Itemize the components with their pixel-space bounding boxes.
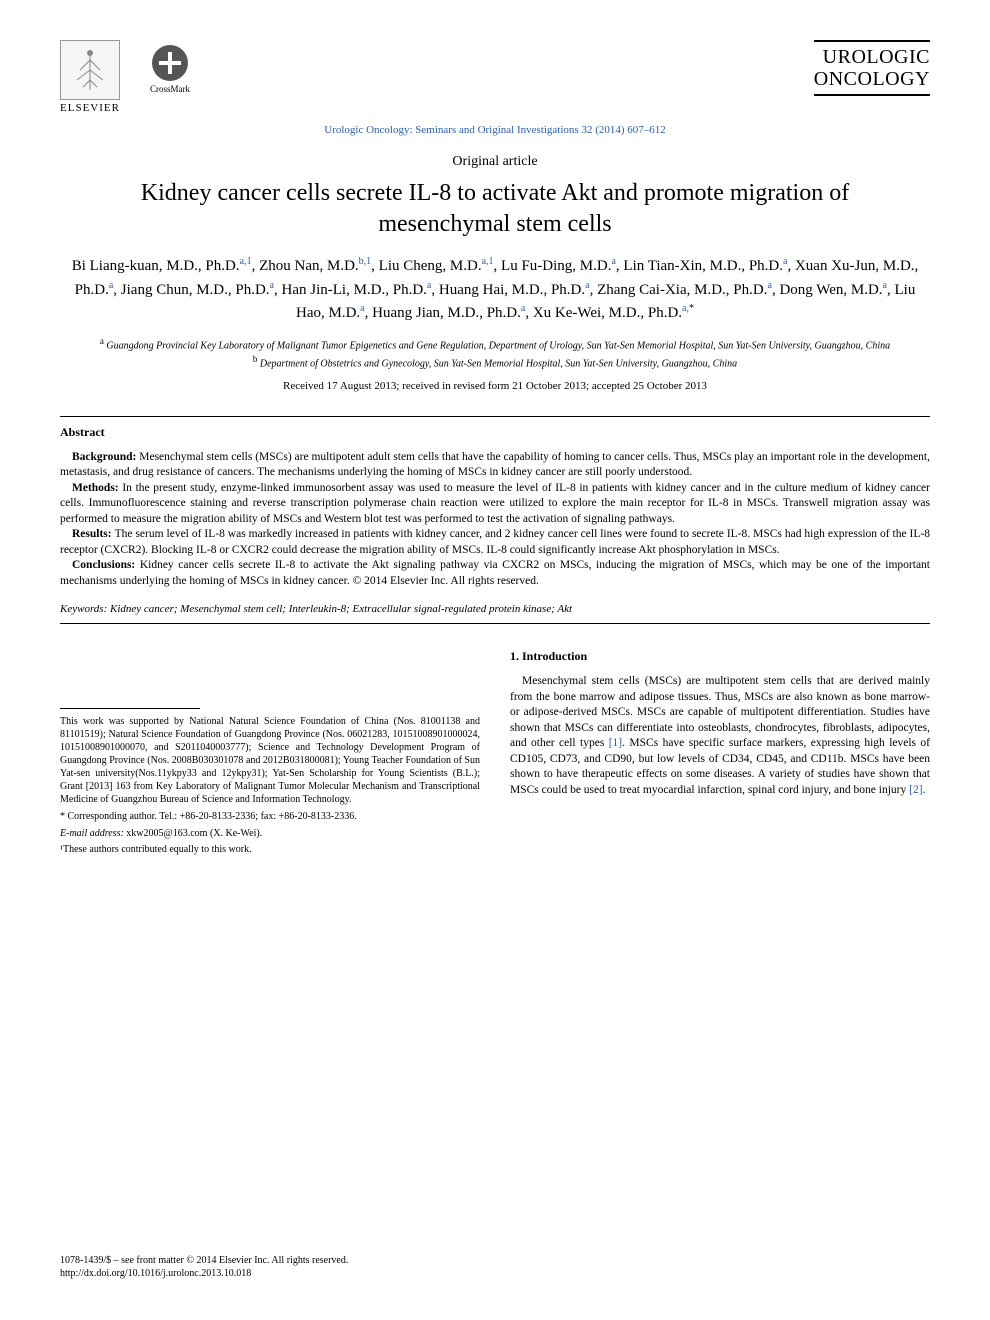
corresponding-contact: Tel.: +86-20-8133-2336; fax: +86-20-8133… bbox=[159, 811, 357, 822]
abstract-section-label: Methods: bbox=[72, 482, 122, 494]
funding-statement: This work was supported by National Natu… bbox=[60, 715, 480, 806]
abstract-section: Background: Mesenchymal stem cells (MSCs… bbox=[60, 450, 930, 481]
affiliation-a: a Guangdong Provincial Key Laboratory of… bbox=[80, 335, 910, 353]
crossmark-icon bbox=[152, 45, 188, 81]
abstract-section-label: Background: bbox=[72, 451, 139, 463]
abstract-section-text: Kidney cancer cells secrete IL-8 to acti… bbox=[60, 559, 930, 587]
divider bbox=[60, 416, 930, 417]
abstract-body: Background: Mesenchymal stem cells (MSCs… bbox=[60, 450, 930, 590]
abstract-heading: Abstract bbox=[60, 425, 930, 440]
corresponding-author: * Corresponding author. Tel.: +86-20-813… bbox=[60, 810, 480, 823]
left-column: This work was supported by National Natu… bbox=[60, 648, 480, 856]
email-address[interactable]: xkw2005@163.com bbox=[126, 828, 207, 839]
page-header: ELSEVIER CrossMark UROLOGIC ONCOLOGY bbox=[60, 40, 930, 114]
abstract-section-label: Conclusions: bbox=[72, 559, 140, 571]
abstract-section: Results: The serum level of IL-8 was mar… bbox=[60, 527, 930, 558]
abstract-section-text: In the present study, enzyme-linked immu… bbox=[60, 482, 930, 525]
crossmark-label: CrossMark bbox=[150, 84, 190, 94]
abstract-section-label: Results: bbox=[72, 528, 115, 540]
introduction-heading: 1. Introduction bbox=[510, 648, 930, 664]
affiliations: a Guangdong Provincial Key Laboratory of… bbox=[60, 335, 930, 372]
email-name: (X. Ke-Wei). bbox=[210, 828, 262, 839]
keywords-label: Keywords: bbox=[60, 603, 107, 615]
email-label: E-mail address: bbox=[60, 828, 124, 839]
equal-contribution-note: ¹These authors contributed equally to th… bbox=[60, 843, 480, 857]
elsevier-name: ELSEVIER bbox=[60, 102, 120, 114]
ref-link-1[interactable]: [1] bbox=[609, 737, 622, 749]
journal-reference-link[interactable]: Urologic Oncology: Seminars and Original… bbox=[60, 124, 930, 136]
elsevier-logo: ELSEVIER bbox=[60, 40, 120, 114]
abstract-section-text: Mesenchymal stem cells (MSCs) are multip… bbox=[60, 451, 930, 479]
intro-p1c: . bbox=[923, 784, 926, 796]
journal-logo-line2: ONCOLOGY bbox=[814, 68, 930, 90]
elsevier-tree-icon bbox=[60, 40, 120, 100]
crossmark-badge[interactable]: CrossMark bbox=[150, 45, 190, 94]
keywords-line: Keywords: Kidney cancer; Mesenchymal ste… bbox=[60, 603, 930, 615]
doi-line: http://dx.doi.org/10.1016/j.urolonc.2013… bbox=[60, 1267, 348, 1280]
abstract-section-text: The serum level of IL-8 was markedly inc… bbox=[60, 528, 930, 556]
journal-logo-line1: UROLOGIC bbox=[814, 46, 930, 68]
two-column-body: This work was supported by National Natu… bbox=[60, 648, 930, 856]
corresponding-label: * Corresponding author. bbox=[60, 811, 157, 822]
copyright-line: 1078-1439/$ – see front matter © 2014 El… bbox=[60, 1254, 348, 1267]
journal-logo: UROLOGIC ONCOLOGY bbox=[814, 40, 930, 96]
right-column: 1. Introduction Mesenchymal stem cells (… bbox=[510, 648, 930, 856]
article-title: Kidney cancer cells secrete IL-8 to acti… bbox=[60, 178, 930, 240]
divider bbox=[60, 623, 930, 624]
affiliation-b: b Department of Obstetrics and Gynecolog… bbox=[80, 353, 910, 371]
keywords-text: Kidney cancer; Mesenchymal stem cell; In… bbox=[110, 603, 572, 615]
footnote-divider bbox=[60, 708, 200, 709]
article-type: Original article bbox=[60, 154, 930, 170]
page-footer: 1078-1439/$ – see front matter © 2014 El… bbox=[60, 1254, 348, 1280]
header-left-logos: ELSEVIER CrossMark bbox=[60, 40, 190, 114]
email-line: E-mail address: xkw2005@163.com (X. Ke-W… bbox=[60, 827, 480, 841]
abstract-section: Methods: In the present study, enzyme-li… bbox=[60, 481, 930, 528]
introduction-text: Mesenchymal stem cells (MSCs) are multip… bbox=[510, 674, 930, 798]
ref-link-2[interactable]: [2] bbox=[909, 784, 922, 796]
article-dates: Received 17 August 2013; received in rev… bbox=[60, 380, 930, 392]
author-list: Bi Liang-kuan, M.D., Ph.D.a,1, Zhou Nan,… bbox=[60, 254, 930, 325]
abstract-section: Conclusions: Kidney cancer cells secrete… bbox=[60, 558, 930, 589]
